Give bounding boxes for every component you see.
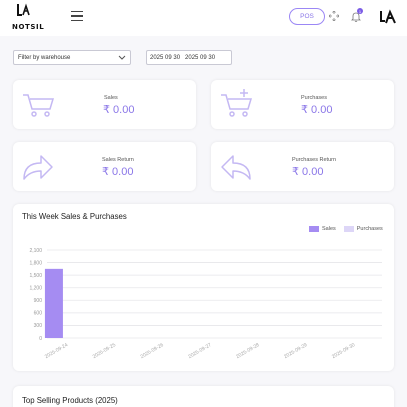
legend-label-purchases: Purchases xyxy=(356,226,383,232)
purchases-label: Purchases xyxy=(301,95,327,101)
pos-button[interactable]: POS xyxy=(289,8,325,25)
logo[interactable]: NOTSIL xyxy=(12,3,45,33)
forward-arrow-icon xyxy=(23,155,53,180)
sales-return-label: Sales Return xyxy=(102,157,134,163)
bar-sales[interactable] xyxy=(44,268,63,338)
purchases-card[interactable]: Purchases ₹ 0.00 xyxy=(211,80,394,129)
cart-icon xyxy=(23,94,55,117)
bell-icon[interactable] xyxy=(351,11,361,22)
date-range-input[interactable]: 2025 09 30 2025 09 30 xyxy=(146,50,232,65)
legend-item-sales[interactable]: Sales xyxy=(309,226,336,232)
warehouse-filter-select[interactable]: Filter by warehouse xyxy=(13,50,131,65)
legend-label-sales: Sales xyxy=(322,226,336,232)
sales-card[interactable]: Sales ₹ 0.00 xyxy=(13,80,196,129)
y-tick-label: 900 xyxy=(34,298,43,304)
avatar-icon[interactable] xyxy=(379,9,397,25)
top-selling-title: Top Selling Products (2025) xyxy=(22,396,118,405)
legend-swatch-sales xyxy=(309,226,319,232)
sales-return-value: ₹ 0.00 xyxy=(102,166,134,178)
y-tick-label: 1,500 xyxy=(29,273,42,279)
notification-badge: 1 xyxy=(357,8,363,14)
chart-legend: Sales Purchases xyxy=(309,226,391,232)
fullscreen-icon[interactable] xyxy=(329,11,339,21)
legend-item-purchases[interactable]: Purchases xyxy=(343,226,383,232)
x-tick-label: 2025-09-27 xyxy=(187,342,212,360)
logo-mark-icon xyxy=(17,3,30,16)
purchases-return-label: Purchases Return xyxy=(292,157,337,163)
weekly-chart-card: This Week Sales & Purchases Sales Purcha… xyxy=(13,204,394,371)
cart-plus-icon xyxy=(221,89,253,117)
hamburger-line xyxy=(71,15,83,17)
y-tick-label: 2,100 xyxy=(29,248,42,254)
x-tick-label: 2025-09-25 xyxy=(92,342,117,360)
logo-text: NOTSIL xyxy=(12,23,45,31)
hamburger-line xyxy=(71,19,83,21)
warehouse-filter-label: Filter by warehouse xyxy=(18,54,71,61)
x-tick-label: 2025-09-29 xyxy=(283,342,308,360)
purchases-value: ₹ 0.00 xyxy=(301,104,333,116)
x-tick-label: 2025-09-30 xyxy=(331,342,356,360)
chevron-down-icon xyxy=(118,55,126,60)
x-tick-label: 2025-09-26 xyxy=(140,342,165,360)
sales-value: ₹ 0.00 xyxy=(103,104,135,116)
y-tick-label: 1,200 xyxy=(29,286,42,292)
back-arrow-icon xyxy=(221,155,251,180)
x-tick-label: 2025-09-24 xyxy=(44,342,69,360)
x-tick-label: 2025-09-28 xyxy=(235,342,260,360)
sales-label: Sales xyxy=(104,95,118,101)
hamburger-line xyxy=(71,11,83,13)
y-tick-label: 1,800 xyxy=(29,260,42,266)
purchases-return-card[interactable]: Purchases Return ₹ 0.00 xyxy=(211,142,394,191)
y-tick-label: 600 xyxy=(34,311,43,317)
top-bar: NOTSIL POS 1 xyxy=(0,0,407,36)
menu-toggle-button[interactable] xyxy=(71,11,83,21)
sales-return-card[interactable]: Sales Return ₹ 0.00 xyxy=(13,142,196,191)
top-selling-card: Top Selling Products (2025) xyxy=(13,386,394,407)
legend-swatch-purchases xyxy=(343,226,354,232)
y-tick-label: 0 xyxy=(39,336,42,342)
y-tick-label: 300 xyxy=(34,323,43,329)
chart-title: This Week Sales & Purchases xyxy=(22,212,127,221)
bar-chart: 0 300 600 900 1,200 1,500 1,800 2,100 2025-09-24… xyxy=(29,248,382,360)
purchases-return-value: ₹ 0.00 xyxy=(292,166,324,178)
